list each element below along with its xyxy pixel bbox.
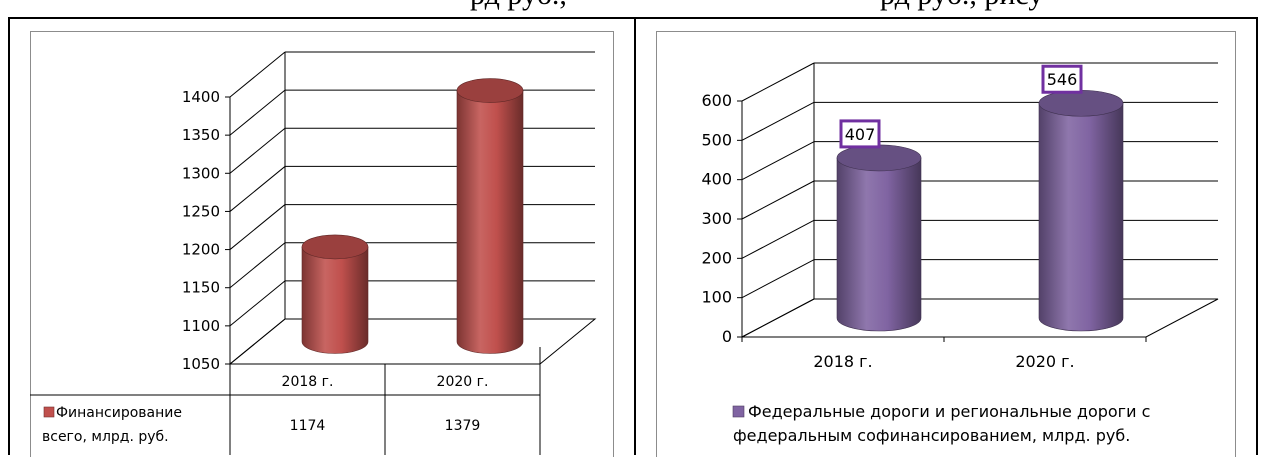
y-tick-label: 1050	[182, 355, 220, 373]
gridline-side	[229, 204, 286, 250]
bar-1	[301, 246, 369, 354]
y-tick-label: 1200	[182, 241, 220, 259]
chart-area-border-roads	[656, 31, 1236, 457]
gridline-side	[741, 259, 815, 299]
y-tick-label: 100	[701, 288, 732, 307]
gridline-side	[229, 280, 286, 327]
data-label-2: 546	[1047, 70, 1078, 89]
x-tick-label-2: 2020 г.	[1015, 352, 1074, 371]
gridline-side	[229, 127, 286, 174]
y-tick-label: 600	[701, 91, 732, 110]
y-tick-label: 1400	[182, 88, 220, 106]
chart-panel-financing: 1050 1100 1150 1200 1250 1300 1350 1400 2018 г. 2…	[8, 17, 636, 457]
y-tick-label: 1300	[182, 164, 220, 182]
y-tick-label: 500	[701, 130, 732, 149]
chart-panel-federal-roads: 0 100 200 300 400 500 600 407 546 2018 г. 2020 г. Ф…	[634, 17, 1258, 457]
bar-top-2	[456, 78, 524, 103]
gridline-side	[229, 89, 286, 136]
legend-label-line-1: Федеральные дороги и региональные дороги…	[748, 402, 1150, 421]
y-tick-label: 1150	[182, 279, 220, 297]
x-tick-label-1: 2018 г.	[813, 352, 872, 371]
chart-floor	[741, 298, 1219, 338]
bar-2	[1038, 102, 1124, 332]
data-label-1: 407	[845, 125, 876, 144]
gridline-side	[741, 180, 815, 220]
y-tick-label: 1100	[182, 317, 220, 335]
gridline-side	[741, 62, 815, 102]
y-tick-label: 1350	[182, 126, 220, 144]
chart-floor	[228, 318, 597, 365]
table-header-2: 2020 г.	[437, 374, 489, 390]
bar-top-1	[836, 144, 922, 172]
gridline-side	[229, 51, 286, 98]
chart-area-border-financing	[30, 31, 614, 457]
table-value-2: 1379	[445, 418, 481, 434]
gridline-side	[741, 141, 815, 181]
y-tick-label: 1250	[182, 202, 220, 220]
legend-label-line-2: федеральным софинансированием, млрд. руб…	[733, 426, 1130, 445]
y-tick-label: 400	[701, 170, 732, 189]
financing-chart-svg: 1050 1100 1150 1200 1250 1300 1350 1400 2018 г. 2…	[30, 51, 597, 455]
y-tick-label: 0	[722, 327, 732, 346]
caption-fragment-left: рд руб.,	[470, 0, 567, 12]
bar-2	[456, 90, 524, 354]
gridline-side	[741, 101, 815, 141]
y-tick-label: 200	[701, 248, 732, 267]
table-row-label-line-2: всего, млрд. руб.	[42, 429, 169, 445]
data-label-box-1	[839, 119, 881, 149]
data-label-box-2	[1041, 64, 1083, 94]
caption-fragment-right: рд руб., рису	[880, 0, 1043, 12]
table-row-label-line-1: Финансирование	[56, 405, 182, 421]
table-value-1: 1174	[290, 418, 326, 434]
gridline-side	[229, 166, 286, 212]
bar-top-1	[301, 234, 369, 260]
bar-top-2	[1038, 89, 1124, 117]
gridline-side	[741, 219, 815, 259]
roads-chart-svg: 0 100 200 300 400 500 600 407 546 2018 г. 2020 г. Ф…	[701, 62, 1219, 445]
legend-key	[732, 405, 745, 418]
gridline-side	[229, 242, 286, 289]
table-header-1: 2018 г.	[282, 374, 334, 390]
bar-1	[836, 157, 922, 332]
table-legend-key	[43, 406, 55, 418]
y-tick-label: 300	[701, 209, 732, 228]
